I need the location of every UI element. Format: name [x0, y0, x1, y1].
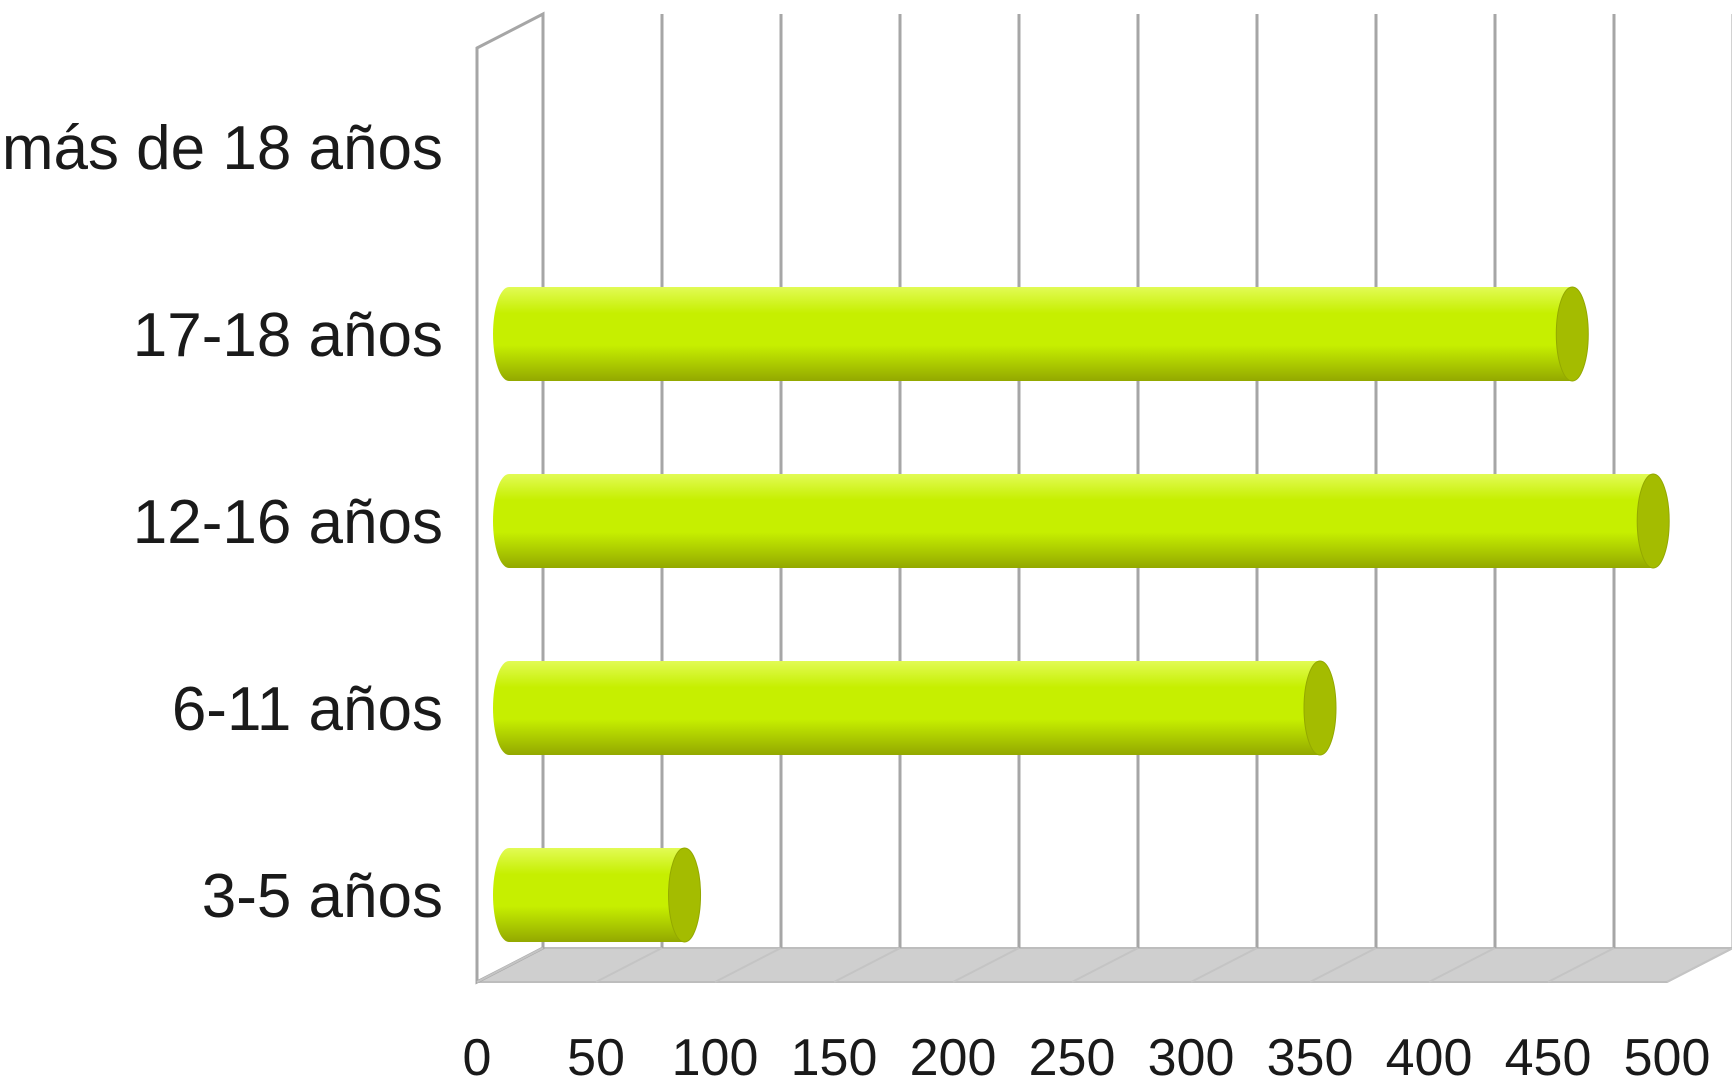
bar [493, 474, 1654, 568]
category-label: 3-5 años [202, 862, 443, 931]
bar [493, 848, 685, 942]
x-tick-label: 250 [1029, 1029, 1116, 1080]
x-tick-label: 450 [1505, 1029, 1592, 1080]
floor-gridline [1309, 947, 1377, 983]
bar [493, 287, 1573, 381]
bar [493, 661, 1320, 755]
floor-gridline [833, 947, 901, 983]
floor-gridline [952, 947, 1020, 983]
x-tick-label: 50 [567, 1029, 625, 1080]
x-tick-label: 500 [1624, 1029, 1711, 1080]
category-label: 17-18 años [133, 301, 443, 370]
floor-gridline [595, 947, 663, 983]
floor-gridline [1547, 947, 1615, 983]
x-tick-label: 100 [672, 1029, 759, 1080]
category-label: 6-11 años [172, 675, 443, 744]
floor-gridline [1190, 947, 1258, 983]
floor-gridline [714, 947, 782, 983]
floor-gridline [1071, 947, 1139, 983]
x-tick-label: 300 [1148, 1029, 1235, 1080]
x-tick-label: 400 [1386, 1029, 1473, 1080]
x-axis-tick-labels: 0 50 100 150 200 250 300 350 400 450 500 [463, 1029, 1711, 1080]
category-label: 12-16 años [133, 488, 443, 557]
bar-cap [668, 847, 702, 943]
bar-cap [1303, 660, 1337, 756]
category-labels: 3-5 años 6-11 años 12-16 años 17-18 años más… [2, 114, 443, 931]
x-tick-label: 0 [463, 1029, 492, 1080]
x-tick-label: 350 [1267, 1029, 1354, 1080]
bar-cap [1555, 286, 1589, 382]
floor-gridline [1666, 947, 1732, 983]
x-tick-label: 150 [791, 1029, 878, 1080]
bar-cap [1636, 473, 1670, 569]
category-label: más de 18 años [2, 114, 443, 183]
bars [493, 286, 1670, 943]
floor-gridline [476, 947, 544, 983]
floor-gridline [1428, 947, 1496, 983]
x-tick-label: 200 [910, 1029, 997, 1080]
